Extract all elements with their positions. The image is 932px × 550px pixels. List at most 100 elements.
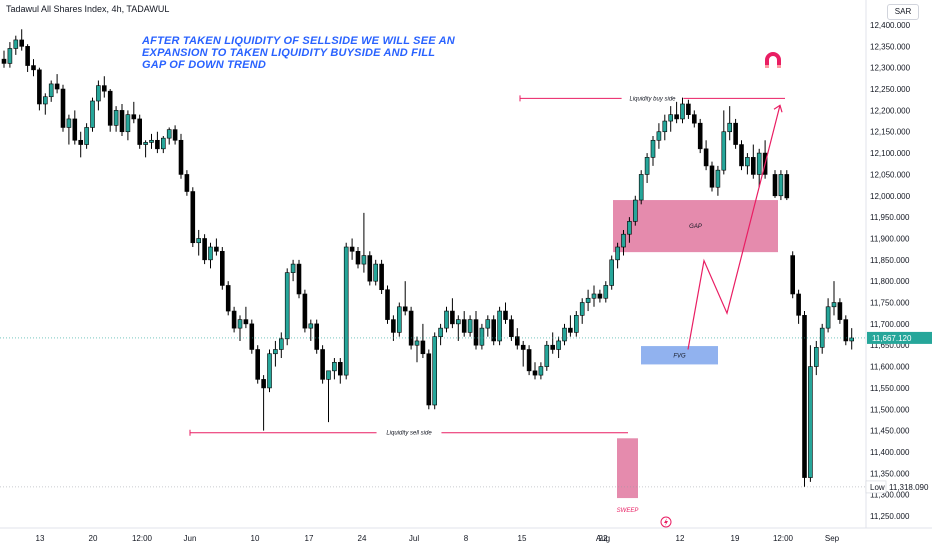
candle-body: [591, 293, 597, 299]
candle-body: [143, 142, 148, 145]
y-tick-label: 11,250.000: [870, 512, 910, 521]
analysis-annotation: AFTER TAKEN LIQUIDITY OF SELLSIDE WE WIL…: [142, 35, 455, 71]
candle-body: [172, 129, 178, 141]
candle-body: [72, 118, 78, 141]
candle-body: [562, 327, 567, 342]
candle-body: [178, 139, 184, 175]
x-tick-label: 10: [251, 534, 260, 543]
candle-body: [538, 366, 544, 376]
candle-body: [337, 361, 343, 376]
y-tick-label: 12,250.000: [870, 85, 911, 94]
candle-body: [267, 353, 272, 389]
zone-label: GAP: [689, 224, 702, 230]
candle-body: [255, 349, 260, 380]
candle-body: [302, 293, 308, 329]
last-price-label: 11,667.120: [872, 334, 912, 343]
candle-body: [161, 137, 166, 150]
candle-body: [837, 302, 843, 320]
y-tick-label: 12,300.000: [870, 64, 911, 73]
candle-body: [190, 191, 196, 244]
candle-body: [13, 39, 19, 49]
candle-body: [326, 370, 331, 380]
y-tick-label: 12,100.000: [870, 149, 911, 158]
candle-body: [125, 114, 131, 133]
y-tick-label: 12,000.000: [870, 192, 911, 201]
candle-body: [615, 246, 620, 261]
candle-body: [84, 127, 89, 145]
candle-body: [609, 259, 615, 286]
price-axis[interactable]: 12,400.000 12,350.000 12,300.000 12,250.000…: [0, 0, 932, 528]
candle-body: [467, 319, 473, 333]
candle-body: [621, 233, 626, 248]
candle-body: [485, 319, 491, 329]
candle-body: [48, 83, 54, 98]
candle-body: [261, 379, 266, 389]
candle-body: [632, 199, 638, 222]
candle-body: [509, 319, 514, 337]
candle-body: [597, 293, 603, 299]
candle-body: [296, 263, 302, 295]
candle-body: [790, 255, 796, 295]
candle-body: [745, 157, 750, 167]
candle-body: [367, 255, 373, 282]
y-tick-label: 12,350.000: [870, 42, 911, 51]
candle-body: [37, 69, 42, 105]
candle-body: [308, 323, 314, 329]
y-tick-label: 11,900.000: [870, 234, 910, 243]
candle-body: [568, 327, 573, 333]
y-tick-label: 11,650.000: [870, 341, 910, 350]
x-tick-label: 19: [731, 534, 740, 543]
y-tick-label: 12,150.000: [870, 128, 911, 137]
candle-body: [808, 366, 813, 478]
candle-body: [7, 48, 13, 64]
candle-body: [813, 347, 819, 367]
candle-body: [656, 131, 662, 141]
candle-body: [784, 174, 790, 199]
x-tick-label: Aug: [596, 534, 610, 543]
candle-body: [709, 165, 715, 188]
candle-body: [90, 100, 95, 128]
y-tick-label: 11,450.000: [870, 427, 910, 436]
candle-body: [278, 338, 284, 350]
zone-fvg: [641, 346, 718, 365]
candle-body: [674, 114, 679, 120]
candle-body: [579, 302, 585, 316]
candle-body: [243, 319, 249, 325]
currency-selector[interactable]: SAR: [887, 4, 919, 20]
y-tick-label: 11,400.000: [870, 448, 910, 457]
candle-body: [697, 122, 703, 150]
candle-body: [202, 238, 207, 261]
candle-body: [391, 319, 396, 333]
candle-body: [290, 263, 296, 273]
candle-body: [532, 370, 538, 376]
x-tick-label: 8: [464, 534, 469, 543]
candle-body: [638, 174, 644, 201]
x-tick-label: Jun: [184, 534, 197, 543]
candle-body: [131, 114, 137, 120]
candle-body: [284, 272, 290, 340]
candle-body: [573, 315, 579, 333]
candle-body: [627, 221, 632, 235]
candle-body: [662, 120, 668, 133]
candle-body: [727, 122, 733, 133]
candle-body: [220, 250, 225, 286]
candle-body: [137, 118, 142, 145]
candle-body: [273, 349, 278, 355]
chart-title: Tadawul All Shares Index, 4h, TADAWUL: [6, 4, 170, 14]
candle-body: [444, 310, 449, 329]
candle-body: [332, 361, 337, 372]
y-tick-label: 11,350.000: [870, 469, 910, 478]
x-tick-label: 15: [518, 534, 527, 543]
y-tick-label: 11,950.000: [870, 213, 910, 222]
candle-body: [644, 157, 650, 175]
y-tick-label: 11,850.000: [870, 256, 910, 265]
candle-body: [396, 306, 402, 333]
candle-body: [349, 246, 355, 252]
candle-body: [843, 319, 849, 342]
candle-body: [60, 88, 66, 128]
x-tick-label: 13: [36, 534, 45, 543]
candle-body: [373, 263, 379, 282]
candle-body: [19, 39, 25, 47]
